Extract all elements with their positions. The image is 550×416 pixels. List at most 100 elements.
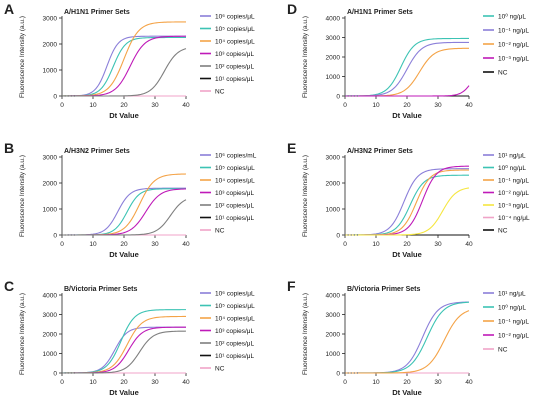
- x-tick-label: 0: [60, 102, 64, 109]
- legend-entry: 10⁴ copies/μL: [215, 38, 255, 45]
- baseline-dot: [356, 95, 358, 97]
- x-tick-label: 30: [434, 241, 442, 248]
- legend-entry: 10⁻² ng/μL: [498, 190, 529, 197]
- baseline-dot: [64, 234, 66, 236]
- x-tick-label: 30: [434, 102, 442, 109]
- legend-entry: 10² copies/μL: [215, 340, 255, 347]
- x-tick-label: 40: [465, 102, 473, 109]
- series-line: [345, 301, 470, 374]
- x-tick-label: 30: [151, 102, 159, 109]
- baseline-dot: [356, 234, 358, 236]
- legend-entry: 10⁻² ng/μL: [498, 332, 529, 339]
- legend-entry: 10⁰ ng/μL: [498, 303, 526, 311]
- y-tick-label: 2000: [43, 41, 58, 48]
- legend-entry: 10⁻³ ng/μL: [498, 55, 529, 62]
- x-axis-label: Dt Value: [392, 388, 422, 397]
- y-tick-label: 4000: [326, 292, 341, 299]
- x-tick-label: 30: [151, 379, 159, 386]
- y-tick-label: 0: [336, 93, 340, 100]
- y-tick-label: 1000: [43, 206, 58, 213]
- panel-letter: E: [287, 140, 296, 156]
- baseline-dot: [347, 234, 349, 236]
- series-line: [62, 173, 187, 236]
- legend-entry: 10³ copies/μL: [215, 51, 255, 58]
- panel-letter: A: [4, 1, 14, 17]
- y-tick-label: 3000: [326, 312, 341, 319]
- panel-letter: D: [287, 1, 297, 17]
- baseline-dot: [344, 95, 346, 97]
- y-tick-label: 3000: [326, 35, 341, 42]
- legend-entry: 10⁴ copies/μL: [215, 315, 255, 322]
- x-tick-label: 40: [465, 379, 473, 386]
- panel-a: A A/H1N1 Primer Sets 0 1000 2000 3000 0 10 20 30 4…: [4, 1, 255, 120]
- baseline-dot: [64, 95, 66, 97]
- x-tick-label: 10: [372, 379, 380, 386]
- series-line: [345, 169, 470, 236]
- y-tick-label: 3000: [43, 15, 58, 22]
- x-axis-label: Dt Value: [392, 250, 422, 259]
- panel-title: A/H1N1 Primer Sets: [347, 9, 413, 16]
- x-tick-label: 20: [403, 379, 411, 386]
- legend-entry: 10¹ copies/μL: [215, 353, 255, 360]
- baseline-dot: [67, 95, 69, 97]
- series-line: [345, 310, 470, 374]
- x-tick-label: 0: [343, 241, 347, 248]
- legend-entry: 10⁵ copies/μL: [215, 26, 255, 33]
- y-tick-label: 3000: [326, 154, 341, 161]
- x-tick-label: 20: [120, 102, 128, 109]
- x-tick-label: 20: [120, 241, 128, 248]
- y-tick-label: 3000: [43, 312, 58, 319]
- series-line: [62, 21, 186, 97]
- legend-entry: 10⁵ copies/μL: [215, 303, 255, 310]
- legend-entry: 10⁴ copies/μL: [215, 177, 255, 184]
- baseline-dot: [347, 95, 349, 97]
- baseline-dot: [67, 234, 69, 236]
- y-tick-label: 1000: [326, 206, 341, 213]
- y-tick-label: 0: [53, 232, 57, 239]
- panel-title: A/H3N2 Primer Sets: [347, 148, 413, 155]
- series-line: [345, 165, 470, 236]
- legend-entry: NC: [215, 365, 225, 372]
- series-line: [345, 187, 470, 236]
- y-tick-label: 1000: [43, 351, 58, 358]
- baseline-dot: [70, 95, 72, 97]
- legend-entry: NC: [498, 346, 508, 353]
- y-tick-label: 1000: [43, 67, 58, 74]
- y-axis-label: Fluorescence Intensity (a.u.): [19, 293, 26, 375]
- y-tick-label: 0: [336, 370, 340, 377]
- x-tick-label: 10: [89, 379, 97, 386]
- series-line: [61, 309, 186, 374]
- legend-entry: 10³ copies/μL: [215, 190, 255, 197]
- panel-c: C B/Victoria Primer Sets 0 1000 2000 3000 4000…: [4, 278, 255, 397]
- x-tick-label: 20: [403, 241, 411, 248]
- legend-entry: 10⁻¹ ng/μL: [498, 177, 529, 184]
- panel-letter: B: [4, 140, 14, 156]
- y-axis-label: Fluorescence Intensity (a.u.): [302, 293, 309, 375]
- baseline-dot: [61, 95, 63, 97]
- x-tick-label: 0: [343, 102, 347, 109]
- panel-letter: F: [287, 278, 296, 294]
- panel-title: A/H3N2 Primer Sets: [64, 148, 130, 155]
- y-tick-label: 2000: [326, 54, 341, 61]
- y-tick-label: 0: [336, 232, 340, 239]
- x-tick-label: 0: [60, 241, 64, 248]
- y-tick-label: 1000: [326, 351, 341, 358]
- x-tick-label: 10: [372, 241, 380, 248]
- baseline-dot: [67, 372, 69, 374]
- y-tick-label: 1000: [326, 74, 341, 81]
- legend-entry: 10¹ ng/μL: [498, 152, 526, 159]
- y-tick-label: 2000: [326, 331, 341, 338]
- baseline-dot: [353, 372, 355, 374]
- legend-entry: 10⁻¹ ng/μL: [498, 27, 529, 34]
- x-tick-label: 10: [89, 102, 97, 109]
- legend-entry: 10⁻³ ng/μL: [498, 202, 529, 209]
- x-axis-label: Dt Value: [109, 388, 139, 397]
- legend-entry: NC: [498, 227, 508, 234]
- baseline-dot: [356, 372, 358, 374]
- x-tick-label: 20: [120, 379, 128, 386]
- legend-entry: 10⁶ copies/μL: [215, 13, 255, 20]
- y-axis-label: Fluorescence Intensity (a.u.): [302, 16, 309, 98]
- baseline-dot: [64, 372, 66, 374]
- panel-title: B/Victoria Primer Sets: [64, 286, 138, 293]
